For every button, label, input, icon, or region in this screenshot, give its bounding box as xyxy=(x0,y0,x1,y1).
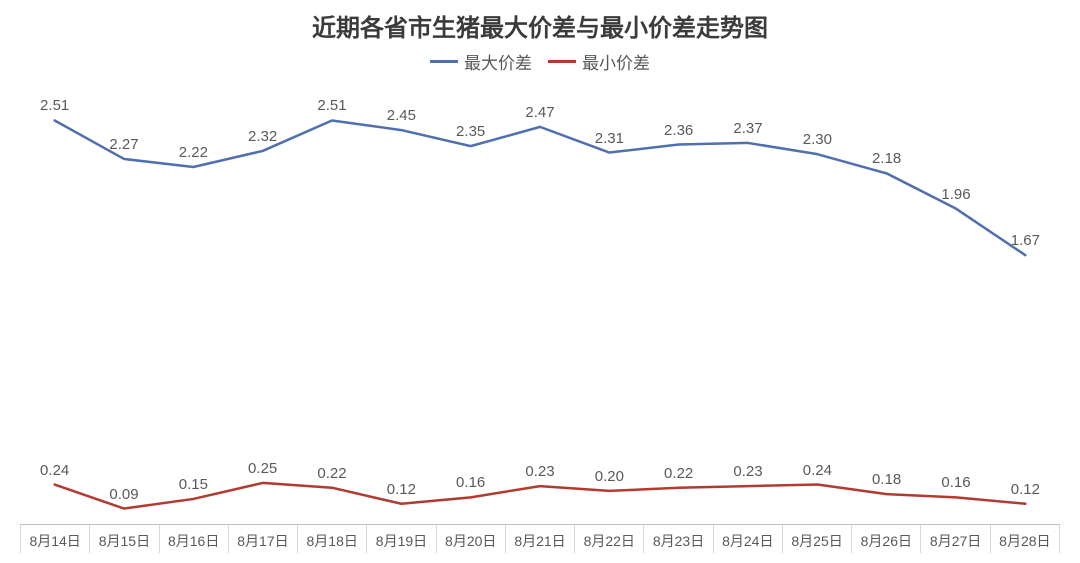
data-label: 2.27 xyxy=(109,136,138,153)
data-label: 0.12 xyxy=(1011,481,1040,498)
x-tick: 8月26日 xyxy=(851,525,920,553)
x-tick: 8月19日 xyxy=(366,525,435,553)
data-label: 2.22 xyxy=(179,144,208,161)
x-tick: 8月24日 xyxy=(713,525,782,553)
legend-item: 最小价差 xyxy=(548,49,650,74)
data-label: 0.12 xyxy=(387,481,416,498)
series-line xyxy=(55,120,1026,255)
data-label: 0.18 xyxy=(872,471,901,488)
legend-label: 最大价差 xyxy=(464,49,532,74)
data-label: 0.16 xyxy=(941,474,970,491)
data-label: 0.24 xyxy=(40,462,69,479)
x-tick: 8月15日 xyxy=(89,525,158,553)
x-tick: 8月23日 xyxy=(643,525,712,553)
data-label: 2.18 xyxy=(872,150,901,167)
data-label: 0.23 xyxy=(733,463,762,480)
data-label: 0.09 xyxy=(109,486,138,503)
data-label: 0.16 xyxy=(456,474,485,491)
data-label: 2.47 xyxy=(525,104,554,121)
data-label: 0.25 xyxy=(248,460,277,477)
data-label: 2.36 xyxy=(664,122,693,139)
data-label: 2.37 xyxy=(733,120,762,137)
x-tick: 8月25日 xyxy=(782,525,851,553)
x-tick: 8月14日 xyxy=(20,525,89,553)
data-label: 0.15 xyxy=(179,476,208,493)
chart-legend: 最大价差 最小价差 xyxy=(0,48,1080,74)
x-tick: 8月17日 xyxy=(228,525,297,553)
data-label: 2.30 xyxy=(803,131,832,148)
x-axis: 8月14日8月15日8月16日8月17日8月18日8月19日8月20日8月21日… xyxy=(20,525,1060,553)
data-label: 2.31 xyxy=(595,130,624,147)
plot-svg xyxy=(20,90,1060,523)
data-label: 1.67 xyxy=(1011,232,1040,249)
data-label: 0.20 xyxy=(595,468,624,485)
legend-swatch xyxy=(430,60,458,63)
plot-area: 2.51 2.27 2.22 2.32 2.51 2.45 2.35 2.47 2.31 2.36… xyxy=(20,90,1060,523)
data-label: 2.51 xyxy=(317,97,346,114)
data-label: 2.32 xyxy=(248,128,277,145)
x-tick: 8月27日 xyxy=(920,525,989,553)
x-tick: 8月28日 xyxy=(990,525,1060,553)
legend-item: 最大价差 xyxy=(430,49,532,74)
data-label: 2.45 xyxy=(387,107,416,124)
line-chart: 近期各省市生猪最大价差与最小价差走势图 最大价差 最小价差 2.51 2.27 2.2… xyxy=(0,0,1080,563)
data-label: 0.22 xyxy=(317,465,346,482)
x-tick: 8月16日 xyxy=(159,525,228,553)
data-label: 0.22 xyxy=(664,465,693,482)
legend-label: 最小价差 xyxy=(582,49,650,74)
data-label: 2.51 xyxy=(40,97,69,114)
x-tick: 8月22日 xyxy=(574,525,643,553)
x-tick: 8月21日 xyxy=(505,525,574,553)
legend-swatch xyxy=(548,60,576,63)
x-tick: 8月20日 xyxy=(436,525,505,553)
data-label: 0.24 xyxy=(803,462,832,479)
x-tick: 8月18日 xyxy=(297,525,366,553)
data-label: 2.35 xyxy=(456,123,485,140)
data-label: 0.23 xyxy=(525,463,554,480)
data-label: 1.96 xyxy=(941,186,970,203)
chart-title: 近期各省市生猪最大价差与最小价差走势图 xyxy=(0,8,1080,43)
